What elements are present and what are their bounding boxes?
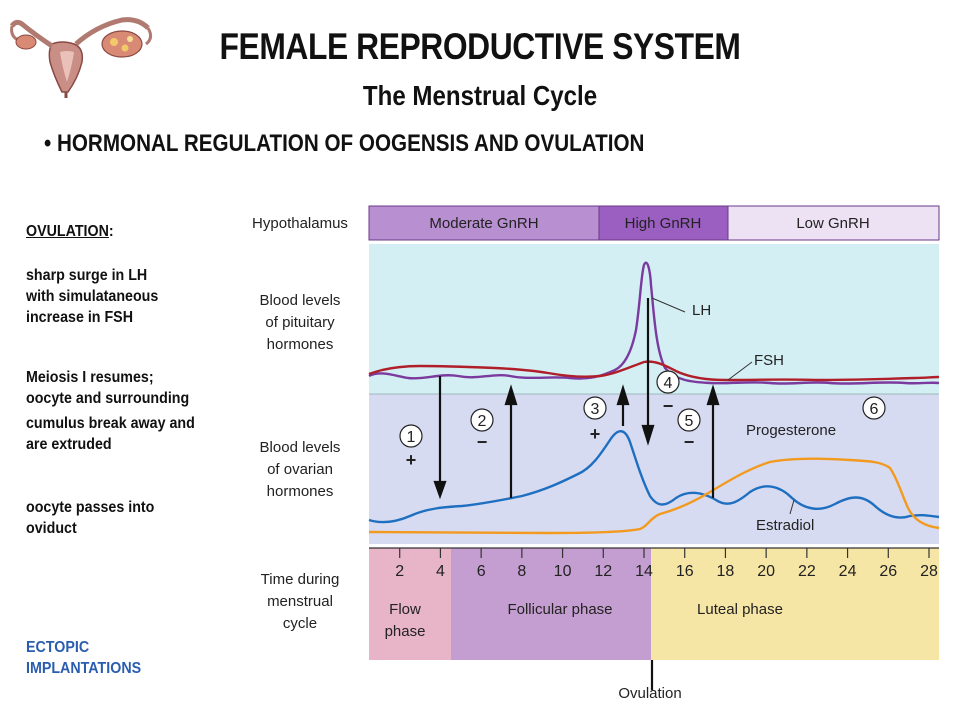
lh-label: LH (692, 302, 711, 319)
step-6-marker (862, 396, 886, 420)
row-label-pituitary-3: hormones (267, 336, 334, 353)
flow-phase-band (369, 548, 451, 660)
progesterone-label: Progesterone (746, 422, 836, 439)
gnrh-label-low: Low GnRH (796, 215, 869, 232)
step-2-marker (470, 408, 494, 432)
gnrh-label-moderate: Moderate GnRH (429, 215, 538, 232)
section-heading: • HORMONAL REGULATION OF OOGENSIS AND OV… (44, 130, 645, 157)
day-tick-label: 16 (676, 563, 694, 580)
page-title: FEMALE REPRODUCTIVE SYSTEM (219, 26, 741, 67)
fsh-label: FSH (754, 352, 784, 369)
arrow-1-down (433, 376, 447, 500)
ovulation-heading: OVULATION: (26, 223, 114, 240)
step-3-number: 3 (591, 401, 600, 418)
row-label-ovarian-1: Blood levels (260, 439, 341, 456)
follicular-phase-label: Follicular phase (507, 601, 612, 618)
day-tick-label: 22 (798, 563, 816, 580)
arrow-4-down (641, 298, 655, 446)
flow-phase-label-1: Flow (389, 601, 421, 618)
progesterone-curve (368, 457, 940, 535)
arrow-3-up (616, 384, 630, 426)
day-tick-label: 8 (517, 563, 526, 580)
follicular-phase-band (451, 548, 651, 660)
row-label-ovarian-3: hormones (267, 483, 334, 500)
note-meiosis: Meiosis I resumes; oocyte and surrounding… (26, 369, 195, 453)
step-4-marker (656, 370, 680, 394)
row-label-hypothalamus: Hypothalamus (252, 215, 348, 232)
step-1-sign: + (406, 450, 417, 470)
note-oviduct: oocyte passes into oviduct (26, 499, 155, 537)
day-tick-label: 24 (839, 563, 857, 580)
row-label-time-3: cycle (283, 615, 317, 632)
arrow-5-up (706, 384, 720, 498)
step-1-marker (399, 424, 423, 448)
luteal-phase-label: Luteal phase (697, 601, 783, 618)
lh-curve (368, 261, 940, 385)
day-tick-group: 2 4 6 8 10 12 14 16 18 20 22 24 26 28 (395, 548, 938, 580)
luteal-phase-band (651, 548, 939, 660)
arrow-2-up (504, 384, 518, 498)
day-tick-label: 28 (920, 563, 938, 580)
note-lh-surge: sharp surge in LH with simulataneous incre… (26, 267, 159, 326)
uterus-logo (9, 17, 153, 98)
step-2-sign: − (477, 432, 488, 452)
page-subtitle: The Menstrual Cycle (362, 80, 598, 111)
step-3-sign: + (590, 424, 601, 444)
day-tick-label: 14 (635, 563, 653, 580)
gnrh-low-band (727, 205, 940, 241)
step-5-sign: − (684, 432, 695, 452)
day-tick-label: 12 (594, 563, 612, 580)
gnrh-high-band (598, 205, 729, 241)
day-tick-label: 26 (879, 563, 897, 580)
gnrh-label-high: High GnRH (625, 215, 702, 232)
day-tick-label: 4 (436, 563, 445, 580)
row-label-time-1: Time during (261, 571, 340, 588)
flow-phase-label-2: phase (385, 623, 426, 640)
day-tick-label: 6 (477, 563, 486, 580)
row-label-time-2: menstrual (267, 593, 333, 610)
step-1-number: 1 (407, 429, 416, 446)
day-tick-label: 18 (717, 563, 735, 580)
day-tick-label: 10 (554, 563, 572, 580)
estradiol-curve (368, 430, 940, 524)
day-tick-label: 2 (395, 563, 404, 580)
row-label-pituitary-1: Blood levels (260, 292, 341, 309)
day-tick-label: 20 (757, 563, 775, 580)
row-label-ovarian-2: of ovarian (267, 461, 333, 478)
step-6-number: 6 (870, 401, 879, 418)
step-2-number: 2 (478, 413, 487, 430)
step-4-sign: − (663, 396, 674, 416)
menstrual-cycle-diagram: Hypothalamus Moderate GnRH High GnRH Low… (252, 205, 940, 702)
row-label-pituitary-2: of pituitary (265, 314, 335, 331)
estradiol-label: Estradiol (756, 517, 814, 534)
step-4-number: 4 (664, 375, 673, 392)
step-5-number: 5 (685, 413, 694, 430)
step-3-marker (583, 396, 607, 420)
ovulation-label: Ovulation (618, 685, 681, 702)
step-5-marker (677, 408, 701, 432)
ovarian-panel (369, 394, 939, 544)
ectopic-implantations: ECTOPIC IMPLANTATIONS (26, 639, 142, 677)
